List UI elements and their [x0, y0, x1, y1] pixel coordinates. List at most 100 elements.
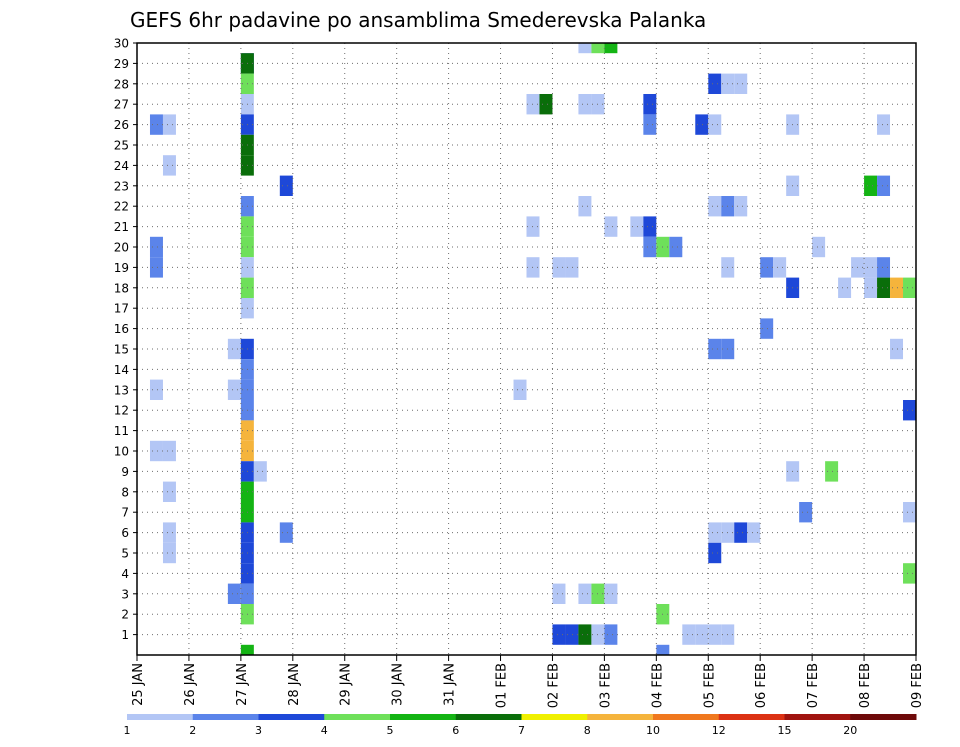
x-tick-label: 05 FEB — [702, 663, 717, 708]
y-tick-label: 21 — [114, 220, 129, 234]
colorbar-swatch — [390, 714, 457, 720]
y-tick-label: 12 — [114, 404, 129, 418]
precip-cell — [591, 43, 605, 54]
x-tick-label: 09 FEB — [910, 663, 925, 708]
y-tick-label: 19 — [114, 261, 129, 275]
colorbar-swatch — [653, 714, 720, 720]
y-tick-label: 25 — [114, 139, 129, 153]
colorbar-tick-label: 7 — [518, 724, 525, 737]
precip-cell — [864, 175, 878, 196]
precip-cell — [149, 114, 163, 135]
x-tick-label: 08 FEB — [858, 663, 873, 708]
y-tick-label: 8 — [121, 485, 129, 499]
precip-cell — [708, 624, 722, 645]
x-axis: 25 JAN 26 JAN 27 JAN 28 JAN 29 JAN 30 JAN 31 J… — [131, 655, 925, 708]
y-tick-label: 29 — [114, 57, 129, 71]
precip-cell — [162, 155, 176, 176]
precip-cell — [734, 522, 748, 543]
precip-cell — [149, 379, 163, 400]
precip-cell — [162, 542, 176, 564]
colorbar-tick-label: 12 — [712, 724, 726, 737]
y-tick-label: 20 — [114, 241, 129, 255]
y-tick-label: 23 — [114, 179, 129, 193]
precip-cell — [708, 114, 722, 135]
precip-cell — [552, 624, 566, 645]
precip-cell — [747, 522, 761, 543]
precip-cell — [903, 563, 916, 584]
precip-cell — [773, 257, 787, 278]
y-tick-label: 24 — [114, 159, 129, 173]
precip-cell — [578, 43, 592, 54]
precip-cell — [578, 624, 592, 645]
precip-cell — [708, 522, 722, 543]
precip-cell — [565, 624, 579, 645]
y-tick-label: 30 — [114, 37, 129, 51]
precip-cell — [643, 216, 657, 237]
precip-cell — [513, 379, 527, 400]
y-tick-label: 13 — [114, 383, 129, 397]
precip-cell — [669, 236, 683, 258]
y-axis: 1234567891011121314151617181920212223242… — [114, 37, 137, 642]
y-tick-label: 15 — [114, 343, 129, 357]
precip-cell — [877, 277, 891, 298]
x-tick-label: 28 JAN — [287, 663, 302, 706]
colorbar-tick-label: 6 — [452, 724, 459, 737]
y-tick-label: 1 — [121, 628, 129, 642]
precip-cell — [162, 522, 176, 543]
x-tick-label: 06 FEB — [754, 663, 769, 708]
grid-layer — [137, 43, 916, 655]
y-tick-label: 4 — [121, 567, 129, 581]
colorbar: 1 2 3 4 5 6 7 8 10 12 15 20 — [124, 714, 917, 737]
colorbar-tick-label: 10 — [646, 724, 660, 737]
precip-cell — [604, 216, 618, 237]
precip-cell — [552, 583, 566, 604]
y-tick-label: 2 — [121, 608, 129, 622]
precip-cell — [578, 94, 592, 115]
y-tick-label: 9 — [121, 465, 129, 479]
x-tick-label: 27 JAN — [235, 663, 250, 706]
precip-cell — [604, 583, 618, 604]
precip-cell — [149, 257, 163, 278]
chart-title: GEFS 6hr padavine po ansamblima Smederev… — [130, 8, 706, 32]
x-tick-label: 03 FEB — [598, 663, 613, 708]
precip-cell — [760, 318, 774, 339]
precip-cell — [877, 114, 891, 135]
colorbar-swatch — [258, 714, 325, 720]
colorbar-swatch — [324, 714, 391, 720]
colorbar-swatch — [850, 714, 917, 720]
precip-cell — [279, 522, 293, 543]
precip-cell — [903, 502, 916, 523]
x-tick-label: 29 JAN — [339, 663, 354, 706]
y-tick-label: 18 — [114, 281, 129, 295]
precip-cell — [812, 236, 826, 258]
precip-cell — [643, 236, 657, 258]
y-tick-label: 10 — [114, 445, 129, 459]
precip-cell — [877, 257, 891, 278]
colorbar-swatch — [127, 714, 194, 720]
precip-cell — [838, 277, 852, 298]
x-tick-label: 31 JAN — [443, 663, 458, 706]
precip-cell — [552, 257, 566, 278]
x-tick-label: 04 FEB — [650, 663, 665, 708]
y-tick-label: 22 — [114, 200, 129, 214]
plot-frame — [136, 42, 917, 656]
precip-cell — [799, 502, 813, 523]
precip-cell — [162, 114, 176, 135]
precip-cell — [877, 175, 891, 196]
precip-cell — [903, 400, 916, 421]
colorbar-swatch — [587, 714, 654, 720]
colorbar-tick-label: 2 — [189, 724, 196, 737]
y-tick-label: 5 — [121, 547, 129, 561]
precip-cell — [656, 644, 670, 655]
precip-cell — [643, 94, 657, 115]
precip-cell — [162, 481, 176, 502]
precip-cell — [149, 236, 163, 258]
precip-cell — [240, 644, 254, 655]
precip-cell — [227, 583, 241, 604]
colorbar-tick-label: 8 — [584, 724, 591, 737]
precip-cell — [539, 94, 553, 115]
precip-cell — [578, 196, 592, 217]
colorbar-tick-label: 5 — [387, 724, 394, 737]
x-tick-label: 30 JAN — [391, 663, 406, 706]
